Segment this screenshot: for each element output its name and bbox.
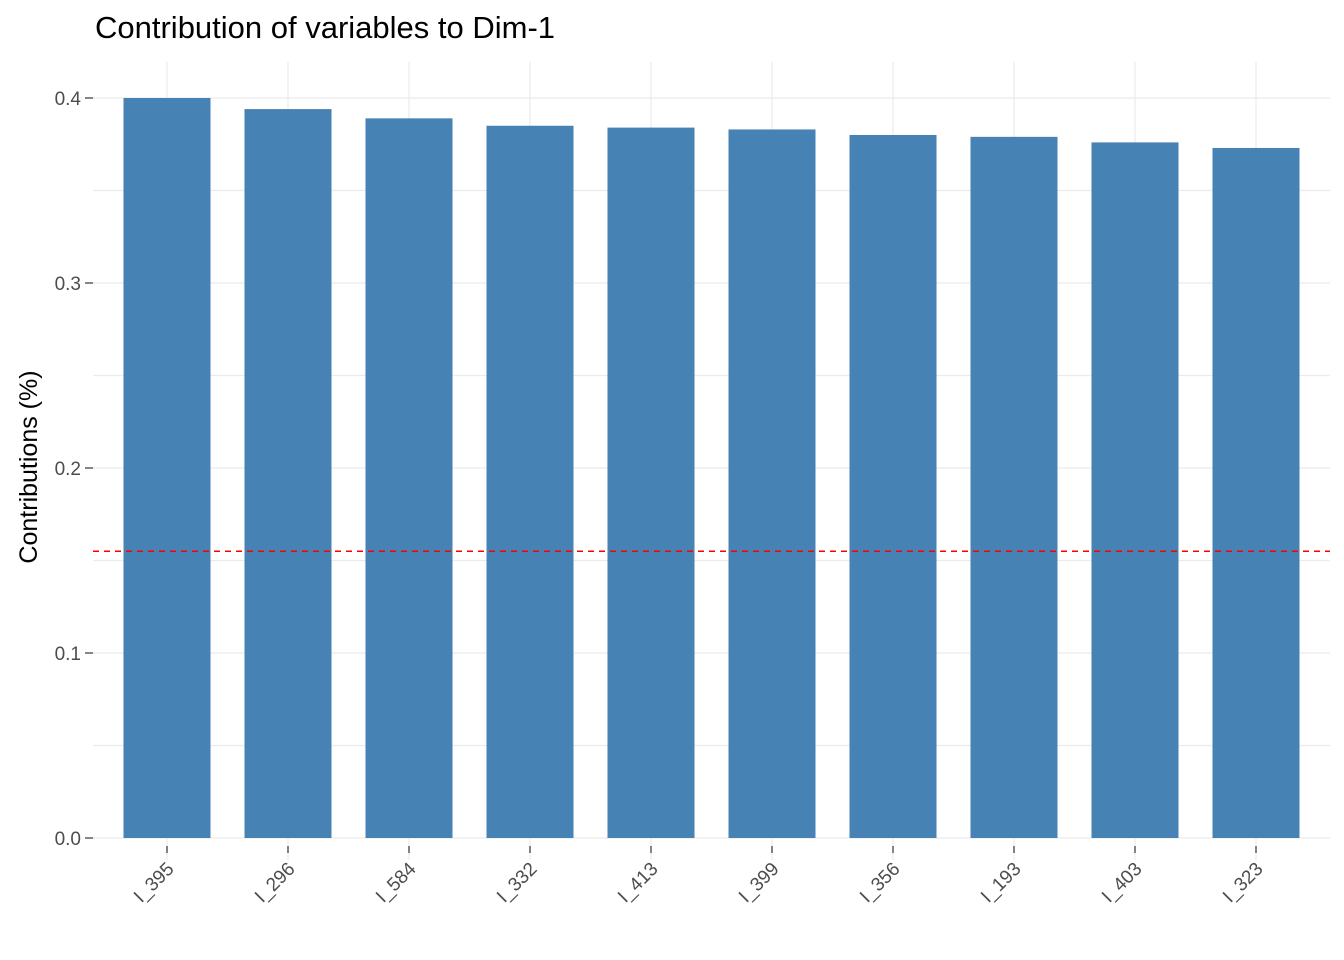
bar-i-403 <box>1091 142 1179 838</box>
bars <box>123 98 1300 839</box>
y-tick-label: 0.0 <box>55 829 81 850</box>
y-tick-label: 0.4 <box>55 89 82 110</box>
x-tick-label: I_399 <box>735 859 783 907</box>
x-tick-label: I_193 <box>977 859 1025 907</box>
bar-i-356 <box>849 135 937 838</box>
y-tick-label: 0.2 <box>55 459 81 480</box>
bar-i-399 <box>728 129 816 838</box>
x-tick-label: I_356 <box>856 859 904 907</box>
y-axis-title: Contributions (%) <box>15 370 43 563</box>
y-tick-label: 0.3 <box>55 274 81 295</box>
y-tick-label: 0.1 <box>55 644 81 665</box>
x-tick-label: I_413 <box>614 859 662 907</box>
x-tick-label: I_395 <box>130 859 178 907</box>
bar-i-296 <box>244 109 332 839</box>
bar-i-323 <box>1212 147 1300 838</box>
bar-i-332 <box>486 125 574 838</box>
y-axis: 0.0 0.1 0.2 0.3 0.4 <box>55 89 93 850</box>
bar-i-193 <box>970 136 1058 839</box>
x-tick-label: I_296 <box>251 859 299 907</box>
bar-i-395 <box>123 98 211 838</box>
x-tick-label: I_332 <box>493 859 541 907</box>
x-tick-label: I_403 <box>1098 859 1146 907</box>
x-axis: I_395 I_296 I_584 I_332 I_413 I_399 I_356 I_193… <box>130 846 1268 907</box>
x-tick-label: I_584 <box>372 858 421 907</box>
bar-i-413 <box>607 127 695 839</box>
chart-title: Contribution of variables to Dim-1 <box>95 10 556 45</box>
x-tick-label: I_323 <box>1219 859 1267 907</box>
bar-i-584 <box>365 118 453 839</box>
